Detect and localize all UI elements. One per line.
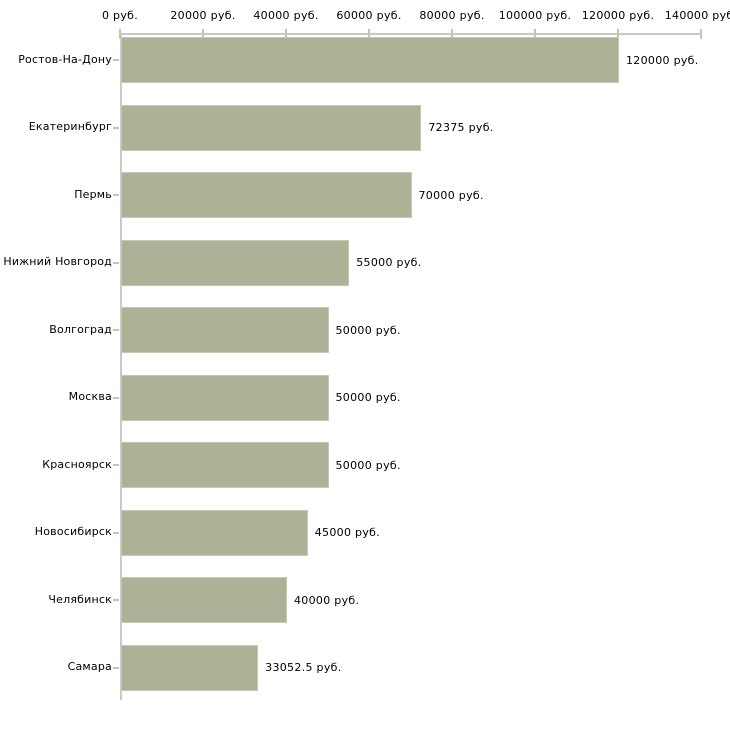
y-tick-mark — [113, 329, 119, 332]
x-tick-mark — [285, 29, 287, 39]
x-tick-label: 80000 руб. — [419, 9, 485, 22]
y-tick-mark — [113, 531, 119, 534]
value-label: 72375 руб. — [428, 121, 494, 135]
x-tick-label: 60000 руб. — [336, 9, 402, 22]
y-tick-mark — [113, 59, 119, 61]
y-tick-mark — [113, 599, 119, 602]
x-tick-label: 120000 руб. — [581, 9, 655, 22]
bar — [121, 239, 350, 286]
category-label: Челябинск — [48, 592, 112, 606]
value-label: 50000 руб. — [335, 391, 401, 405]
category-label: Ростов-На-Дону — [18, 52, 112, 66]
value-label: 45000 руб. — [314, 526, 381, 540]
x-tick-label: 100000 руб. — [498, 9, 572, 22]
bar — [121, 37, 619, 83]
value-label: 33052.5 руб. — [265, 661, 342, 675]
bar — [121, 104, 422, 151]
bar — [121, 442, 329, 489]
bar — [121, 374, 329, 421]
y-tick-mark — [113, 464, 119, 467]
category-label: Новосибирск — [34, 525, 112, 539]
value-label: 50000 руб. — [335, 458, 401, 472]
category-label: Нижний Новгород — [3, 255, 112, 269]
category-label: Красноярск — [42, 457, 112, 471]
bar — [121, 577, 287, 624]
x-tick-mark — [534, 29, 536, 39]
bar — [121, 307, 329, 354]
x-axis-line — [120, 33, 701, 35]
y-tick-mark — [113, 396, 119, 399]
x-tick-mark — [700, 29, 702, 39]
bar — [121, 509, 308, 556]
bar — [121, 172, 412, 219]
y-tick-mark — [113, 261, 119, 264]
y-axis-line — [120, 33, 122, 700]
category-label: Екатеринбург — [28, 120, 112, 134]
category-label: Самара — [67, 660, 112, 674]
x-tick-mark — [202, 29, 204, 39]
value-label: 70000 руб. — [418, 188, 484, 202]
x-tick-label: 140000 руб. — [664, 9, 730, 22]
value-label: 40000 руб. — [294, 593, 360, 607]
category-label: Пермь — [74, 187, 112, 201]
x-tick-mark — [451, 29, 453, 39]
x-tick-mark — [368, 29, 370, 39]
y-tick-mark — [113, 194, 119, 197]
x-tick-label: 0 руб. — [101, 9, 139, 22]
x-tick-label: 20000 руб. — [170, 9, 236, 22]
category-label: Москва — [68, 390, 112, 404]
value-label: 120000 руб. — [626, 53, 699, 67]
bar — [121, 644, 259, 691]
x-tick-label: 40000 руб. — [253, 9, 319, 22]
value-label: 55000 руб. — [356, 256, 422, 270]
category-label: Волгоград — [49, 322, 112, 336]
x-tick-mark — [617, 29, 619, 39]
y-tick-mark — [113, 126, 119, 129]
value-label: 50000 руб. — [335, 323, 401, 337]
y-tick-mark — [113, 666, 119, 669]
x-tick-mark — [119, 29, 121, 39]
